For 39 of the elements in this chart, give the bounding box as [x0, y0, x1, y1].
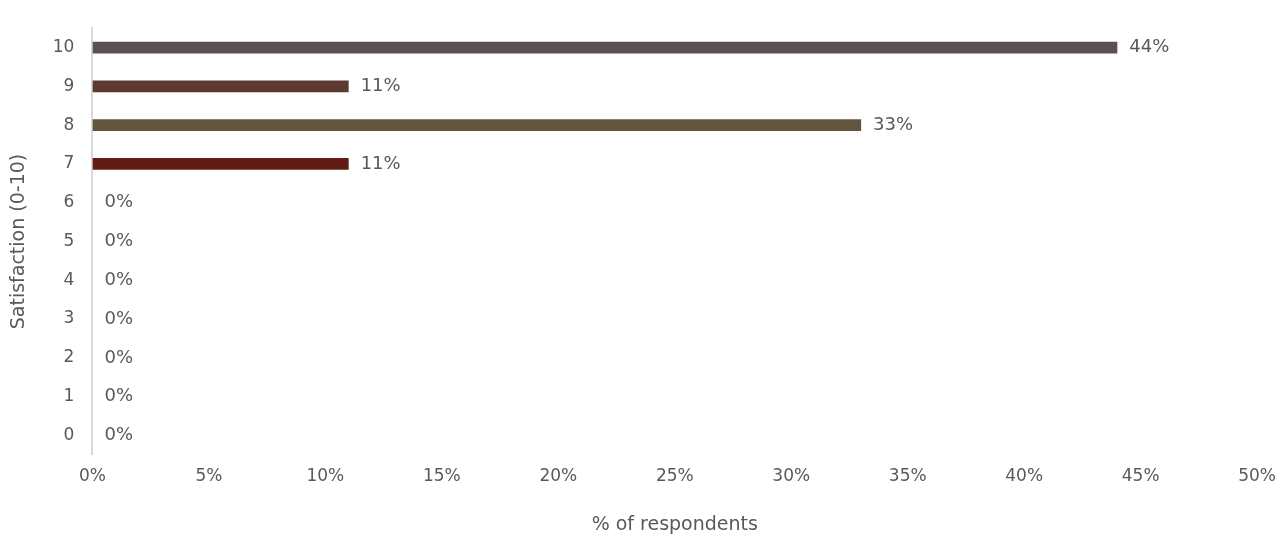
data-label: 33% — [873, 112, 914, 134]
y-tick-label: 8 — [63, 113, 75, 134]
y-tick-label: 10 — [52, 36, 75, 57]
data-label: 0% — [104, 267, 133, 289]
x-tick-label: 40% — [1005, 465, 1044, 486]
y-tick-label: 9 — [63, 74, 75, 95]
y-tick-label: 4 — [63, 268, 75, 289]
x-tick-label: 0% — [78, 465, 106, 486]
y-tick-label: 7 — [63, 152, 75, 173]
x-tick-label: 30% — [772, 465, 811, 486]
data-label: 44% — [1129, 35, 1170, 57]
bar — [92, 41, 1118, 54]
x-tick-label: 5% — [195, 465, 223, 486]
data-label: 0% — [104, 229, 133, 251]
x-tick-label: 15% — [422, 465, 461, 486]
data-label: 0% — [104, 423, 133, 445]
bar — [92, 158, 349, 170]
data-label: 11% — [360, 74, 401, 96]
bar — [92, 119, 862, 131]
data-label: 0% — [104, 306, 133, 328]
x-tick-label: 50% — [1238, 465, 1277, 486]
data-label: 11% — [360, 151, 401, 173]
y-tick-label: 1 — [63, 385, 75, 406]
y-tick-label: 6 — [63, 191, 75, 212]
y-tick-label: 2 — [63, 346, 75, 367]
y-axis-title: Satisfaction (0-10) — [6, 153, 29, 330]
data-label: 0% — [104, 384, 133, 406]
y-tick-label: 5 — [63, 229, 75, 250]
data-label: 0% — [104, 190, 133, 212]
bar — [92, 80, 349, 93]
x-tick-label: 20% — [539, 465, 578, 486]
x-tick-label: 45% — [1121, 465, 1160, 486]
x-axis-title: % of respondents — [591, 511, 758, 534]
y-tick-label: 0 — [63, 423, 75, 444]
x-tick-label: 25% — [655, 465, 694, 486]
y-tick-label: 3 — [63, 307, 75, 328]
x-tick-label: 35% — [888, 465, 927, 486]
x-tick-label: 10% — [306, 465, 345, 486]
data-label: 0% — [104, 345, 133, 367]
